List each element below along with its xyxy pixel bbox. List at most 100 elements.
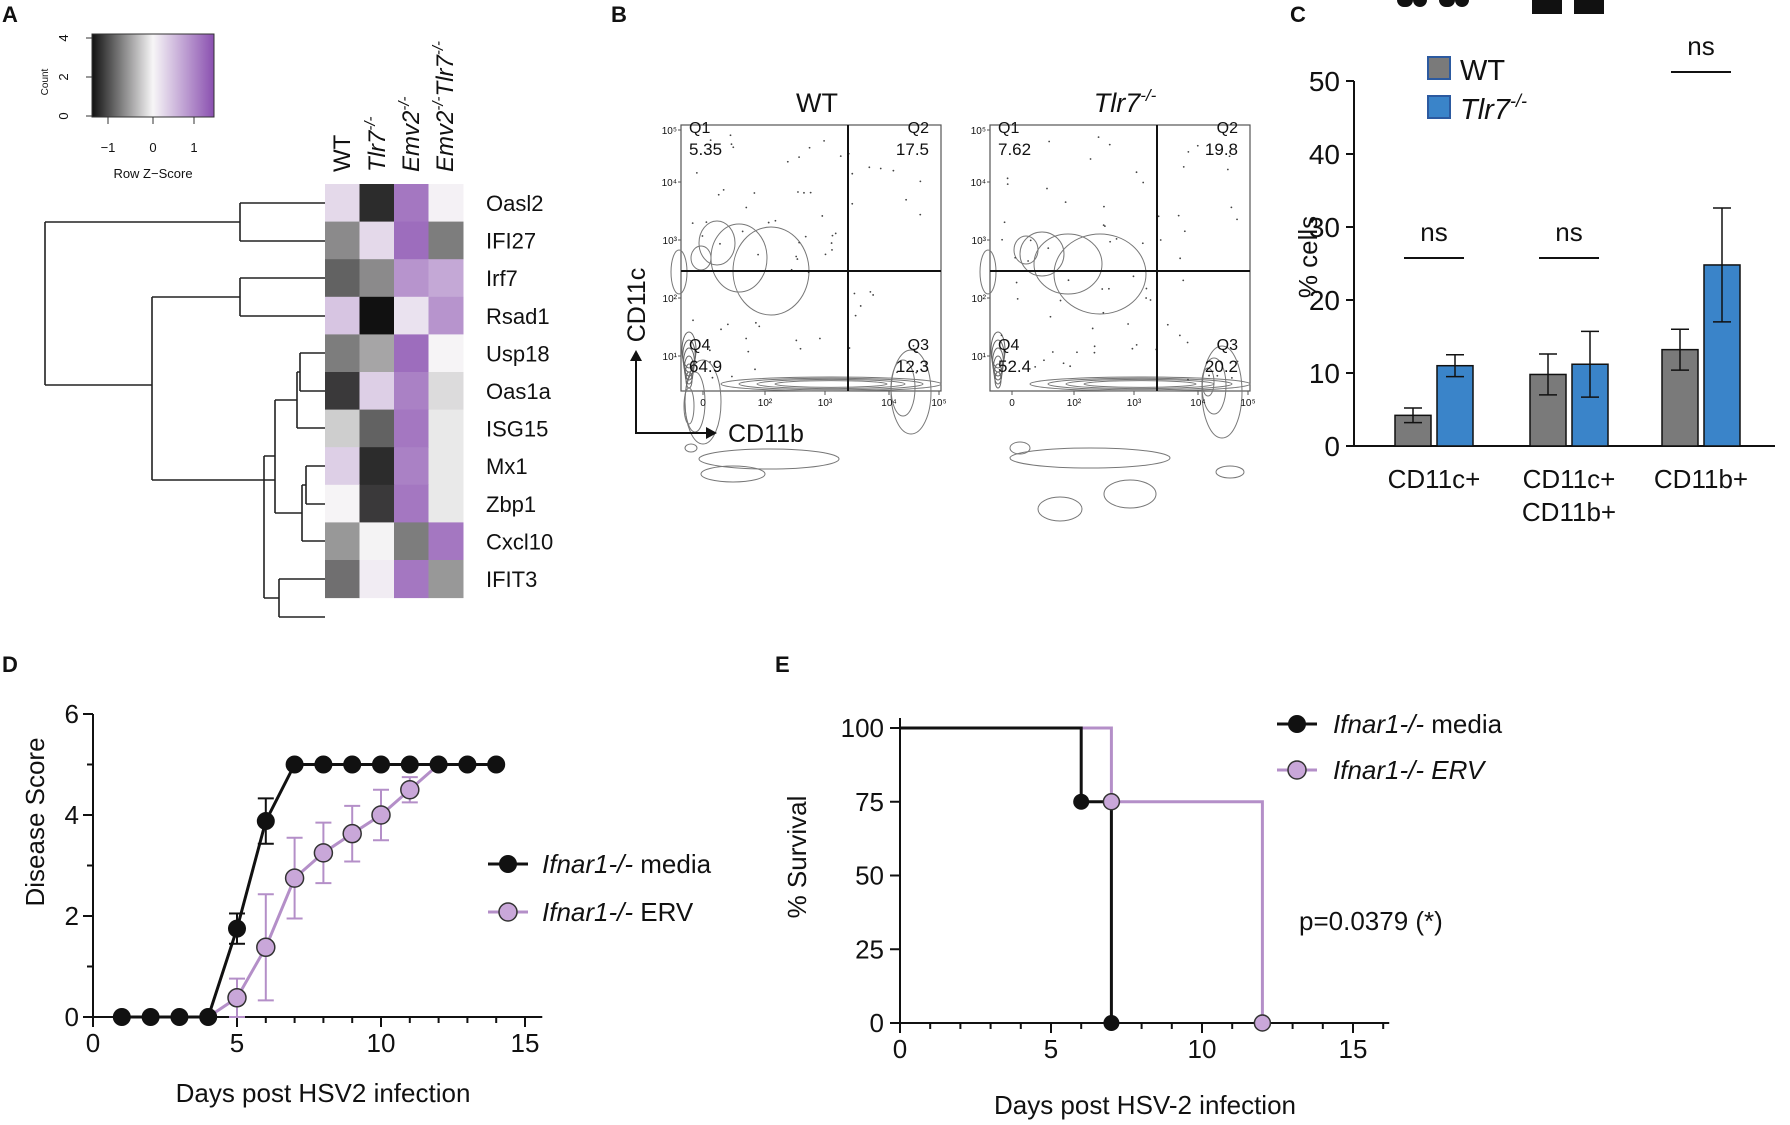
flow-event-dot xyxy=(869,290,872,293)
flow-event-dot xyxy=(795,339,798,342)
legend-marker-erv-e xyxy=(1287,760,1307,780)
flow-event-dot xyxy=(1236,218,1238,221)
flow-event-dot xyxy=(726,323,729,326)
flow-quadrant-value: 19.8 xyxy=(1205,140,1238,159)
color-key-ytick-4: 4 xyxy=(56,34,71,41)
flow-event-dot xyxy=(1102,224,1105,227)
flow-event-dot xyxy=(1127,323,1130,325)
heatmap-row-labels: Oasl2 IFI27 Irf7 Rsad1 Usp18 Oas1a ISG15 Mx1 Zbp… xyxy=(486,191,553,592)
bar-significance: ns ns ns xyxy=(1404,31,1731,259)
flow-event-dot xyxy=(1029,239,1032,242)
flow-axis-density xyxy=(738,377,924,391)
flow-event-dot xyxy=(1145,297,1148,299)
survival-erv-point xyxy=(1102,793,1121,811)
flow-event-dot xyxy=(729,134,732,137)
bar-ylabel: % cells xyxy=(1293,216,1323,298)
survival-ytick-label: 25 xyxy=(855,934,884,964)
survival-xtick-label: 0 xyxy=(893,1034,907,1064)
flow-axis-density xyxy=(681,331,697,369)
legend-marker-media-e xyxy=(1288,715,1306,733)
flow-ytick: 10¹ xyxy=(663,352,678,363)
survival-axes: 0 5 10 15 0 25 50 75 100 xyxy=(841,713,1390,1064)
heatmap-cell xyxy=(394,334,429,373)
flow-event-dot xyxy=(774,219,777,222)
flow-event-dot xyxy=(915,371,918,374)
heatmap-cell xyxy=(359,560,395,599)
flow-event-dot xyxy=(754,368,756,371)
survival-pvalue: p=0.0379 (*) xyxy=(1299,906,1443,936)
survival-erv-point xyxy=(1253,1014,1272,1032)
panel-letter-b: B xyxy=(611,2,627,27)
flow-contour xyxy=(1053,233,1147,315)
panel-letter-d: D xyxy=(2,652,18,677)
flow-quadrant-value: 12.3 xyxy=(896,357,929,376)
panel-d-line-chart: Disease Score Days post HSV2 infection 0… xyxy=(20,699,712,1108)
flow-xtick: 10⁵ xyxy=(1240,398,1255,409)
flow-axis-density xyxy=(720,376,942,392)
disease-xtick-label: 5 xyxy=(230,1028,244,1058)
flow-axis-density xyxy=(774,380,888,388)
heatmap-cell xyxy=(394,372,429,411)
flow-event-dot xyxy=(1108,143,1111,146)
flow-event-dot xyxy=(854,314,857,317)
flow-event-dot xyxy=(1051,351,1054,353)
legend-swatch-tlr7 xyxy=(1427,95,1451,119)
heatmap-cell xyxy=(325,259,360,298)
flow-event-dot xyxy=(1027,260,1030,262)
flow-event-dot xyxy=(1187,150,1190,153)
erv-point xyxy=(342,823,362,844)
disease-ytick-label: 4 xyxy=(65,800,79,830)
bar-category-label: CD11c+ xyxy=(1388,464,1481,494)
bar-data-point xyxy=(1413,0,1427,7)
legend-label-media: Ifnar1-/- media xyxy=(542,849,712,879)
disease-ytick-label: 6 xyxy=(65,699,79,729)
flow-xlabel: CD11b xyxy=(728,420,804,448)
flow-xtick: 0 xyxy=(1009,398,1015,409)
flow-event-dot xyxy=(1089,158,1092,160)
flow-event-dot xyxy=(798,156,800,158)
flow-xtick: 10³ xyxy=(818,398,833,409)
flow-event-dot xyxy=(745,337,748,340)
flow-contour xyxy=(1037,496,1083,522)
color-key-xtick-neg1: −1 xyxy=(101,140,116,155)
flow-xtick: 10⁵ xyxy=(931,398,946,409)
flow-ytick: 10⁵ xyxy=(971,126,986,137)
disease-axes: 0 5 10 15 0 2 4 6 xyxy=(65,699,543,1058)
heatmap-cell xyxy=(359,259,395,298)
flow-event-dot xyxy=(1034,366,1037,368)
flow-quadrant-value: 64.9 xyxy=(689,357,722,376)
flow-axis-density xyxy=(683,347,695,377)
flow-event-dot xyxy=(708,349,711,352)
flow-axis-density xyxy=(993,363,1003,385)
flow-event-dot xyxy=(1014,256,1017,259)
media-point xyxy=(429,755,448,774)
bar-category-label: CD11b+ xyxy=(1654,464,1748,494)
heatmap-cell xyxy=(394,259,429,298)
flow-event-dot xyxy=(1103,205,1105,208)
flow-event-dot xyxy=(896,371,898,374)
flow-contour xyxy=(698,448,840,470)
flow-xtick: 0 xyxy=(700,398,706,409)
color-key-xlabel: Row Z−Score xyxy=(113,166,192,181)
flow-quadrant-value: 5.35 xyxy=(689,140,722,159)
media-point xyxy=(141,1008,160,1026)
flow-event-dot xyxy=(757,253,759,256)
flow-ytick: 10² xyxy=(663,294,678,305)
erv-point xyxy=(284,868,305,888)
heatmap-cell xyxy=(325,522,360,561)
heatmap-col-label-emv2-tlr7: Emv2-/-Tlr7-/- xyxy=(430,41,459,172)
flow-quadrant-labels: Q1 5.35 Q2 17.5 Q3 12.3 Q4 64.9 Q1 7.62 Q2 19.8 Q3 20… xyxy=(689,120,1238,376)
survival-ytick-label: 50 xyxy=(855,861,884,891)
survival-ylabel: % Survival xyxy=(782,796,812,919)
color-key-ytick-2: 2 xyxy=(56,73,71,80)
flow-event-dot xyxy=(919,213,922,216)
bar-category-label: CD11c+ xyxy=(1523,464,1616,494)
flow-event-dot xyxy=(705,221,708,224)
flow-event-dot xyxy=(798,241,801,244)
flow-event-dot xyxy=(1187,378,1189,381)
media-point xyxy=(458,755,477,774)
heatmap-cell xyxy=(325,221,360,260)
flow-contour xyxy=(1215,465,1245,479)
flow-axis-ticks: 10⁵ 10⁴ 10³ 10² 10¹ 0 10² 10³ 10⁴ 10⁵ 10⁵ 10⁴ 10³ 10²… xyxy=(662,126,1256,409)
